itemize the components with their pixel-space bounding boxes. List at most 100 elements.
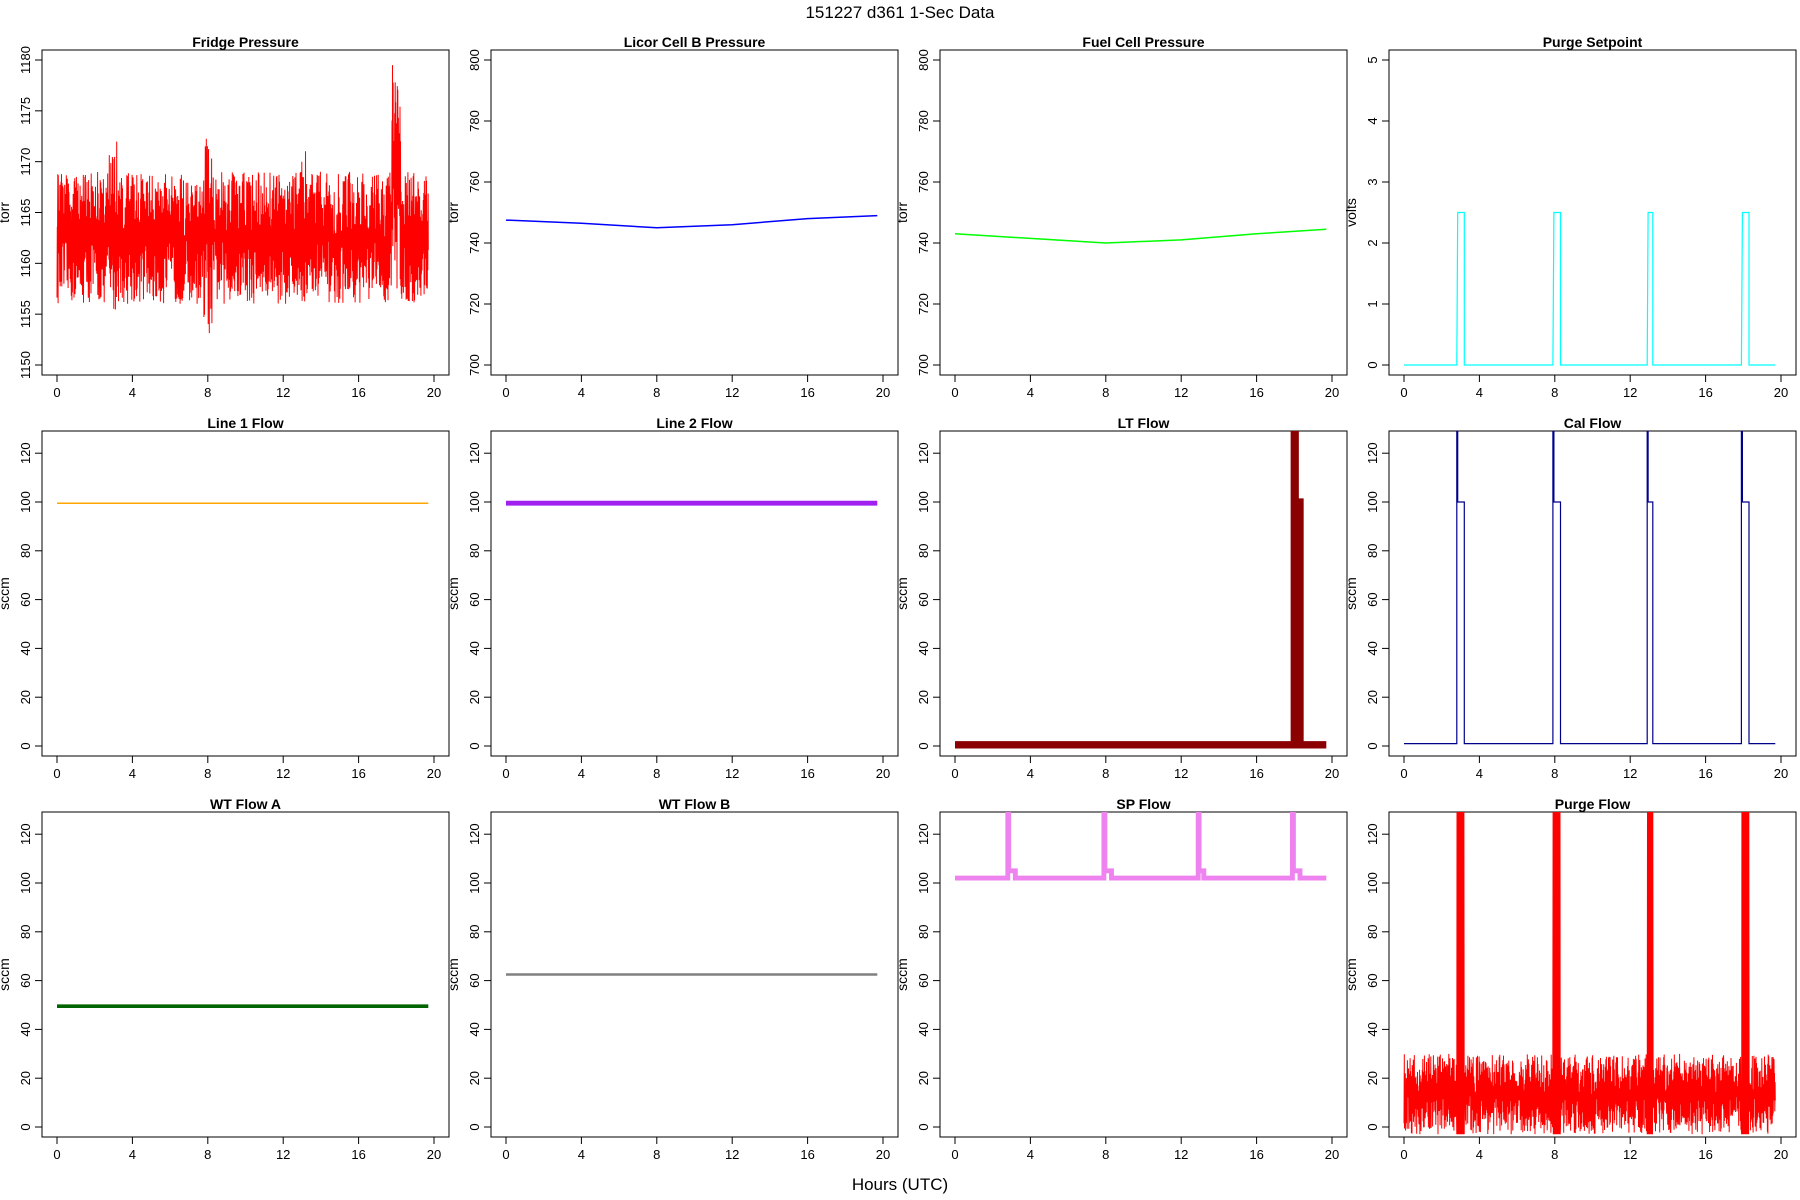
y-tick-label: 20	[18, 690, 33, 704]
x-tick-label: 4	[1476, 1147, 1483, 1162]
x-tick-label: 8	[1102, 1147, 1109, 1162]
x-tick-label: 20	[1774, 766, 1788, 781]
x-tick-label: 12	[725, 766, 739, 781]
y-axis-label: sccm	[1343, 958, 1359, 991]
y-tick-label: 120	[467, 823, 482, 845]
x-tick-label: 16	[800, 385, 814, 400]
y-tick-label: 120	[916, 823, 931, 845]
y-tick-label: 1175	[18, 97, 33, 125]
y-tick-label: 80	[916, 544, 931, 558]
y-tick-label: 60	[18, 973, 33, 987]
y-tick-label: 2	[1365, 239, 1380, 246]
y-tick-label: 100	[1365, 491, 1380, 513]
y-tick-label: 60	[1365, 592, 1380, 606]
x-tick-label: 12	[725, 1147, 739, 1162]
series-line	[505, 214, 878, 229]
panel-title: LT Flow	[1118, 415, 1170, 431]
x-tick-label: 12	[276, 1147, 290, 1162]
x-tick-label: 20	[1325, 766, 1339, 781]
y-tick-label: 1170	[18, 148, 33, 176]
x-tick-label: 4	[129, 1147, 136, 1162]
y-tick-label: 120	[18, 442, 33, 464]
x-tick-label: 4	[578, 1147, 585, 1162]
plot-frame	[939, 49, 1348, 376]
data-layer	[955, 431, 1327, 749]
plot-frame	[939, 430, 1348, 757]
panel-title: Purge Setpoint	[1543, 34, 1643, 50]
y-tick-label: 20	[916, 690, 931, 704]
x-tick-label: 20	[1774, 1147, 1788, 1162]
chart-panel: SP Flow sccm 0 20 40 60 80 100 120 0 4 8 12 16 20	[894, 796, 1348, 1162]
plot-frame	[41, 430, 450, 757]
y-tick-label: 20	[916, 1071, 931, 1085]
series-line	[1404, 431, 1776, 745]
x-tick-label: 20	[1325, 385, 1339, 400]
y-tick-label: 0	[916, 1123, 931, 1130]
y-tick-label: 80	[18, 925, 33, 939]
y-tick-label: 40	[916, 641, 931, 655]
x-tick-label: 16	[1698, 1147, 1712, 1162]
y-axis-label: torr	[0, 202, 12, 223]
x-tick-label: 8	[1551, 385, 1558, 400]
x-tick-label: 16	[1698, 766, 1712, 781]
panel-title: Licor Cell B Pressure	[624, 34, 766, 50]
y-axis-label: sccm	[445, 577, 461, 610]
data-layer	[1403, 812, 1776, 1135]
y-tick-label: 0	[18, 1123, 33, 1130]
y-tick-label: 0	[18, 742, 33, 749]
y-tick-label: 40	[1365, 641, 1380, 655]
y-tick-label: 1180	[18, 46, 33, 74]
panel-title: WT Flow B	[659, 796, 731, 812]
y-tick-label: 3	[1365, 178, 1380, 185]
x-tick-label: 4	[1476, 385, 1483, 400]
y-tick-label: 760	[916, 171, 931, 193]
x-tick-label: 16	[800, 1147, 814, 1162]
x-tick-label: 0	[502, 385, 509, 400]
chart-panel: WT Flow A sccm 0 20 40 60 80 100 120 0 4 8 12 16 20	[0, 796, 450, 1162]
y-tick-label: 1160	[18, 249, 33, 277]
y-tick-label: 1150	[18, 351, 33, 379]
x-tick-label: 8	[1102, 766, 1109, 781]
data-layer	[56, 65, 429, 334]
figure-xlabel: Hours (UTC)	[852, 1175, 948, 1194]
y-tick-label: 100	[18, 872, 33, 894]
y-tick-label: 60	[1365, 973, 1380, 987]
chart-panel: LT Flow sccm 0 20 40 60 80 100 120 0 4 8 12 16 20	[894, 415, 1348, 781]
y-tick-label: 0	[467, 742, 482, 749]
y-tick-label: 120	[467, 442, 482, 464]
chart-panel: Cal Flow sccm 0 20 40 60 80 100 120 0 4 8 12 16 20	[1343, 415, 1797, 781]
x-tick-label: 12	[1623, 1147, 1637, 1162]
plot-frame	[490, 811, 899, 1138]
x-tick-label: 4	[1027, 766, 1034, 781]
y-tick-label: 60	[467, 592, 482, 606]
y-tick-label: 100	[1365, 872, 1380, 894]
y-tick-label: 1	[1365, 300, 1380, 307]
data-layer	[955, 812, 1327, 881]
panel-title: SP Flow	[1116, 796, 1170, 812]
x-tick-label: 12	[1623, 766, 1637, 781]
y-tick-label: 80	[1365, 544, 1380, 558]
y-tick-label: 800	[467, 49, 482, 71]
x-tick-label: 0	[951, 385, 958, 400]
y-tick-label: 100	[916, 872, 931, 894]
chart-panel: Fridge Pressure torr 1150 1155 1160 1165 1170 1…	[0, 34, 450, 400]
y-tick-label: 780	[916, 110, 931, 132]
y-axis-label: torr	[894, 202, 910, 223]
series-line	[1404, 211, 1776, 366]
y-tick-label: 40	[1365, 1022, 1380, 1036]
x-tick-label: 0	[1400, 766, 1407, 781]
y-tick-label: 20	[467, 690, 482, 704]
x-tick-label: 0	[951, 1147, 958, 1162]
y-tick-label: 1165	[18, 199, 33, 227]
y-tick-label: 0	[1365, 742, 1380, 749]
x-tick-label: 0	[502, 766, 509, 781]
y-tick-label: 20	[18, 1071, 33, 1085]
x-tick-label: 4	[1027, 1147, 1034, 1162]
x-tick-label: 8	[653, 1147, 660, 1162]
x-tick-label: 0	[53, 385, 60, 400]
data-layer	[954, 228, 1327, 244]
x-tick-label: 8	[204, 766, 211, 781]
x-tick-label: 16	[1698, 385, 1712, 400]
x-tick-label: 20	[876, 766, 890, 781]
